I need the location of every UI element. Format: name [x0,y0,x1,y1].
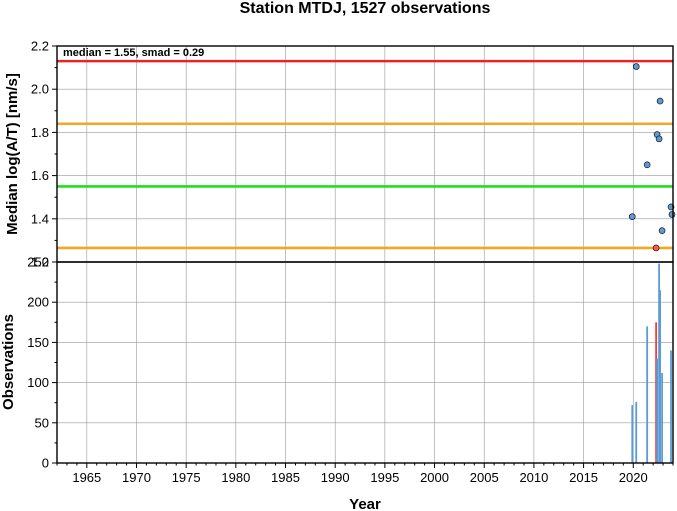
x-tick-label-8: 2005 [470,470,499,485]
top-y-tick-label-5: 2.2 [31,39,49,54]
bar-6 [659,290,661,463]
x-tick-label-11: 2020 [619,470,648,485]
top-y-tick-label-2: 1.6 [31,168,49,183]
bar-8 [670,350,672,463]
top-annotation: median = 1.55, smad = 0.29 [63,47,204,59]
bar-3 [655,322,658,463]
scatter-point-9 [668,211,676,218]
bottom-y-tick-label-5: 250 [27,255,49,270]
x-tick-label-4: 1985 [271,470,300,485]
bottom-grid [57,261,673,464]
scatter-point-2 [643,161,651,169]
scatter-point-6 [656,97,664,105]
top-y-tick-label-1: 1.4 [31,211,49,226]
bottom-bars [631,263,672,463]
x-tick-label-5: 1990 [321,470,350,485]
bottom-y-tick-label-2: 100 [27,375,49,390]
bottom-y-tick-label-3: 150 [27,335,49,350]
bottom-y-tick-label-1: 50 [35,415,49,430]
bar-5 [658,263,660,463]
bottom-y-axis-label: Observations [0,314,17,410]
top-y-tick-label-3: 1.8 [31,125,49,140]
x-tick-label-1: 1970 [122,470,151,485]
x-tick-label-10: 2015 [569,470,598,485]
top-y-tick-label-0: 1.2 [31,255,49,270]
bar-4 [656,358,659,463]
scatter-point-0 [628,213,636,220]
x-tick-label-6: 1995 [370,470,399,485]
bottom-y-ticks: 0 50 100 150 200 250 [27,255,57,471]
bar-1 [635,401,638,463]
bottom-plot-frame [56,261,674,464]
x-tick-label-2: 1975 [172,470,201,485]
x-tick-label-9: 2010 [519,470,548,485]
x-tick-label-3: 1980 [221,470,250,485]
x-axis-label: Year [349,496,381,511]
scatter-point-5 [655,135,663,143]
bar-2 [646,326,649,463]
top-y-ticks: 1.2 1.4 1.6 1.8 2.0 2.2 [31,39,57,270]
bottom-y-tick-label-4: 200 [27,295,49,310]
x-tick-label-0: 1965 [72,470,101,485]
x-tick-label-7: 2000 [420,470,449,485]
scatter-point-3 [652,244,660,252]
top-reference-lines [57,59,673,250]
top-plot-frame [56,45,674,263]
top-y-tick-label-4: 2.0 [31,82,49,97]
chart-title: Station MTDJ, 1527 observations [240,0,491,17]
bottom-y-tick-label-0: 0 [42,456,49,471]
top-grid [57,45,673,263]
bar-7 [661,372,663,463]
x-ticks: 1965 1970 1975 1980 1985 1990 1995 2000 2005 2010… [56,463,674,485]
top-y-axis-label: Median log(A/T) [nm/s] [4,73,21,235]
bar-0 [631,405,634,463]
scatter-point-1 [632,63,640,70]
scatter-point-7 [658,227,666,234]
top-scatter-points [628,63,676,252]
